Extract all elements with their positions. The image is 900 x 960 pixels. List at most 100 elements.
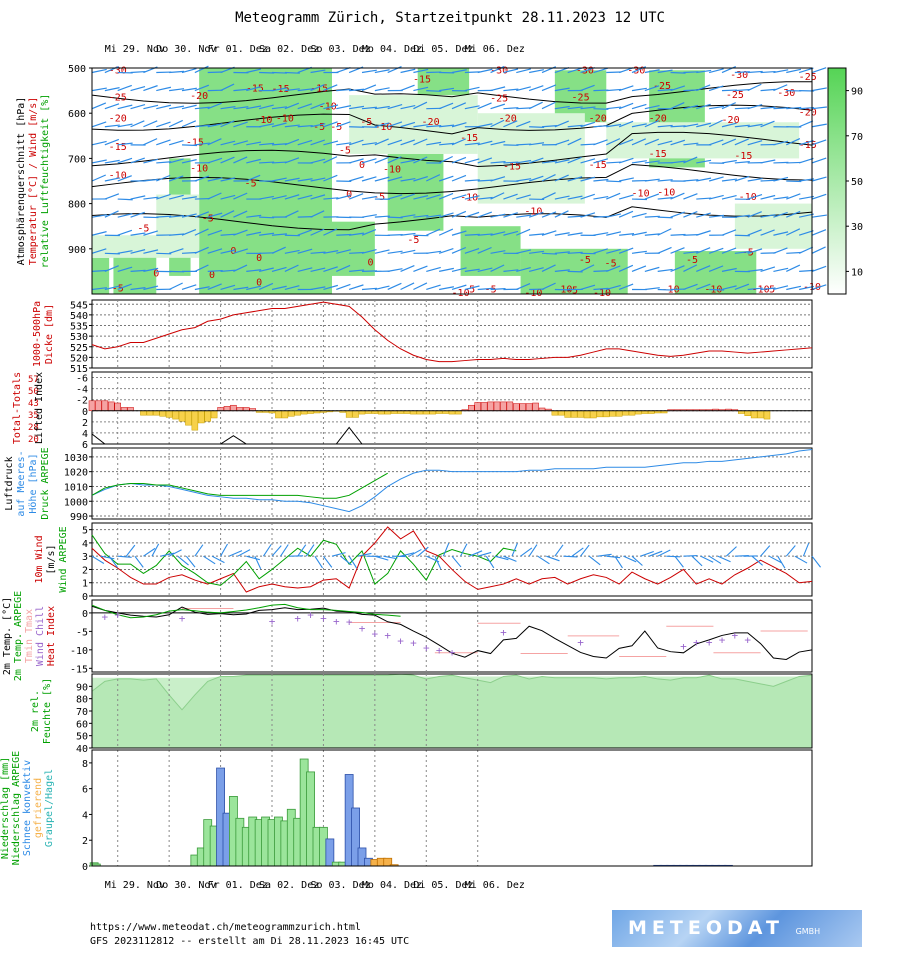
wind-barb — [593, 178, 609, 182]
wind-barb — [156, 121, 171, 128]
isotherm-label: -15 — [649, 149, 667, 160]
wind-barb — [580, 212, 596, 218]
wind-arrow — [537, 555, 550, 565]
wind-chill-mark: + — [294, 612, 301, 625]
wind-barb — [708, 85, 724, 92]
wind-arrow — [606, 555, 621, 559]
wind-barb — [503, 269, 519, 272]
pressure-ylabel: Luftdruck — [4, 456, 15, 510]
wind-barb — [374, 285, 390, 291]
wind-barb — [439, 142, 455, 146]
wind-arrow — [417, 546, 429, 557]
wind-barb — [117, 175, 132, 182]
wind-barb — [297, 248, 313, 254]
humidity-area-4 — [332, 221, 375, 276]
total-totals-tick: 57 — [28, 375, 39, 385]
wind-barb — [168, 158, 184, 164]
wind-barb — [181, 87, 197, 92]
wind-ylabel: 10m Wind — [34, 535, 45, 583]
wind-barb — [747, 103, 763, 110]
wind-barb — [541, 211, 557, 218]
wind-ylabel: Wind ARPEGE — [58, 526, 69, 592]
wind-ylabel: [m/s] — [46, 544, 57, 574]
wind-barb — [361, 287, 378, 291]
wind-barb — [464, 248, 480, 254]
wind-barb — [426, 228, 441, 236]
isotherm-line-3 — [91, 163, 813, 195]
wind-barb — [400, 159, 416, 164]
wind-barb — [760, 229, 775, 236]
wind-barb — [438, 102, 454, 110]
wind-barb — [516, 266, 531, 272]
wind-barb — [233, 210, 248, 218]
wind-barb — [811, 87, 827, 92]
footer-url[interactable]: https://www.meteodat.ch/meteogrammzurich… — [90, 922, 361, 933]
wind-barb — [708, 265, 724, 272]
wind-barb — [233, 264, 248, 272]
wind-barb — [336, 105, 352, 110]
wind-barb — [606, 180, 622, 183]
isotherm-label: -30 — [730, 70, 748, 81]
wind-barb — [606, 123, 622, 128]
wind-barb — [426, 174, 441, 182]
wind-barb — [259, 123, 274, 128]
wind-barb — [696, 283, 711, 291]
wind-barb — [683, 71, 699, 74]
wind-barb — [168, 248, 184, 254]
wind-barb — [438, 228, 454, 236]
wind-chill-mark: + — [732, 629, 739, 642]
wind-barb — [259, 232, 275, 236]
wind-barb — [220, 233, 236, 236]
wind-barb — [451, 102, 467, 110]
wind-barb — [696, 122, 712, 128]
wind-arrow — [648, 550, 663, 557]
wind-barb — [220, 106, 236, 110]
wind-barb — [786, 285, 802, 291]
isotherm-label: 0 — [153, 269, 159, 280]
wind-barb — [747, 248, 763, 254]
wind-chill-mark: + — [102, 611, 109, 624]
bottom-day-label: Sa 02. Dez — [259, 880, 319, 891]
wind-barb — [747, 229, 762, 236]
wind-barb — [426, 125, 442, 128]
cross-section-y-tick: 500 — [68, 64, 86, 75]
wind-barb — [683, 179, 699, 182]
wind-barb — [387, 194, 403, 200]
wind-arrow — [700, 555, 714, 563]
wind-barb — [631, 250, 647, 254]
wind-barb — [644, 287, 660, 291]
wind-barb — [259, 161, 275, 164]
lifted-index-bar — [603, 410, 610, 418]
wind-barb — [323, 174, 338, 182]
wind-barb — [464, 158, 480, 164]
wind-chill-mark: + — [500, 626, 507, 639]
wind-barb — [207, 283, 222, 291]
wind-barb — [361, 270, 378, 272]
isotherm-label: 0 — [230, 246, 236, 257]
wind-barb — [721, 247, 737, 254]
wind-barb — [426, 214, 442, 218]
wind-barb — [297, 194, 313, 200]
wind-barb — [708, 139, 724, 146]
wind-barb — [156, 139, 171, 146]
wind-barb — [760, 266, 776, 272]
wind-barb — [528, 85, 544, 92]
wind-barb — [130, 232, 146, 236]
wind-barb — [683, 89, 699, 92]
wind-barb — [696, 265, 711, 272]
cross-section-y-tick: 700 — [68, 154, 86, 165]
wind-barb — [117, 266, 133, 272]
wind-chill-mark: + — [397, 635, 404, 648]
lifted-index-bar — [172, 410, 179, 420]
lifted-index-bar — [159, 410, 166, 417]
wind-barb — [593, 248, 608, 254]
wind-barb — [786, 210, 801, 218]
wind-barb — [349, 251, 365, 254]
wind-barb — [130, 157, 145, 164]
wind-barb — [117, 213, 133, 218]
wind-barb — [644, 104, 660, 110]
wind-arrow — [100, 555, 115, 560]
wind-chill-mark: + — [719, 634, 726, 647]
wind-barb — [554, 105, 570, 110]
isotherm-label: -5 — [137, 223, 149, 234]
